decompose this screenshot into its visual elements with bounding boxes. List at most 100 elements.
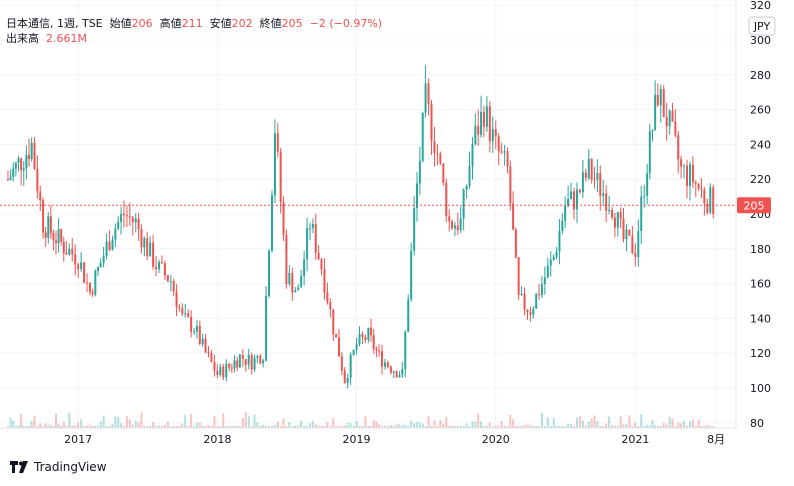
volume-bar (47, 425, 50, 428)
volume-bar (688, 421, 691, 428)
volume-bar (686, 425, 689, 428)
volume-bar (219, 425, 222, 428)
volume-bar (552, 417, 555, 428)
volume-bar (323, 425, 326, 428)
volume-bar (187, 425, 190, 428)
symbol-title[interactable]: 日本通信, 1週, TSE (6, 17, 103, 30)
candle-body (326, 292, 329, 303)
volume-bar (587, 421, 590, 428)
candle-body (665, 117, 668, 127)
low-value: 202 (231, 17, 253, 30)
volume-bar (436, 425, 439, 428)
candle-body (520, 293, 523, 295)
candle-body (404, 331, 407, 369)
currency-badge[interactable]: JPY (748, 16, 776, 36)
volume-bar (244, 412, 247, 428)
candle-body (55, 240, 58, 244)
candle-body (656, 94, 659, 106)
candle-body (253, 357, 256, 370)
candle-body (83, 262, 86, 283)
candle-body (697, 183, 700, 189)
volume-bar (462, 425, 465, 428)
candle-body (349, 354, 352, 378)
candle-body (74, 254, 77, 265)
volume-bar (602, 425, 605, 428)
volume-bar (77, 422, 80, 428)
current-price-badge: 205 (737, 197, 771, 214)
volume-bar (427, 416, 430, 428)
volume-bar (120, 423, 123, 428)
volume-bar (216, 425, 219, 428)
time-tick-label: 8月 (707, 433, 725, 446)
low-label: 安値 (209, 17, 232, 30)
candle-body (611, 209, 614, 218)
candle-body (175, 291, 178, 308)
candle-body (599, 172, 602, 196)
volume-bar (233, 425, 236, 428)
volume-bar (401, 425, 404, 428)
volume-bar (17, 425, 20, 428)
candle-body (105, 241, 108, 257)
candle-body (28, 154, 31, 160)
volume-bar (622, 424, 625, 428)
volume-bars (7, 412, 715, 428)
volume-bar (656, 425, 659, 428)
volume-bar (540, 412, 543, 428)
candle-body (228, 363, 231, 368)
volume-bar (599, 426, 602, 428)
volume-bar (578, 415, 581, 428)
volume-bar (703, 425, 706, 428)
candle-body (285, 234, 288, 284)
volume-bar (691, 419, 694, 428)
volume-bar (62, 421, 65, 428)
candle-body (213, 361, 216, 371)
time-tick-label: 2021 (621, 433, 649, 446)
candle-body (247, 354, 250, 365)
candlesticks (7, 65, 715, 389)
volume-bar (526, 425, 529, 428)
volume-bar (474, 421, 477, 428)
candle-body (311, 223, 314, 229)
volume-bar (378, 424, 381, 428)
candle-body (506, 151, 509, 167)
volume-bar (57, 423, 60, 428)
time-axis[interactable]: 2017 2018 2019 2020 2021 8月 (64, 433, 725, 446)
candle-body (262, 360, 265, 364)
price-tick-label: 140 (750, 312, 771, 325)
candle-body (616, 212, 619, 228)
candle-body (543, 277, 546, 285)
volume-bar (395, 424, 398, 428)
volume-bar (564, 425, 567, 428)
candle-body (564, 205, 567, 221)
volume-bar (700, 425, 703, 428)
candle-body (352, 349, 355, 355)
candle-body (291, 272, 294, 293)
volume-bar (238, 425, 241, 428)
candle-body (442, 163, 445, 183)
volume-bar (683, 420, 686, 428)
candle-body (596, 172, 599, 180)
volume-bar (709, 425, 712, 428)
volume-bar (573, 425, 576, 428)
volume-bar (306, 425, 309, 428)
volume-bar (523, 425, 526, 428)
candle-body (485, 106, 488, 127)
volume-bar (491, 425, 494, 428)
candle-body (497, 136, 500, 152)
volume-bar (149, 425, 152, 428)
candle-body (80, 262, 83, 270)
candle-body (225, 363, 228, 378)
candle-body (256, 355, 259, 358)
volume-bar (52, 425, 55, 428)
candle-body (680, 159, 683, 167)
candle-body (482, 112, 485, 127)
candle-body (259, 355, 262, 364)
candle-body (65, 253, 68, 255)
tradingview-logo[interactable]: TradingView (10, 460, 107, 474)
candle-body (436, 152, 439, 155)
volume-bar (546, 417, 549, 428)
volume-bar (674, 425, 677, 428)
volume-bar (340, 425, 343, 428)
